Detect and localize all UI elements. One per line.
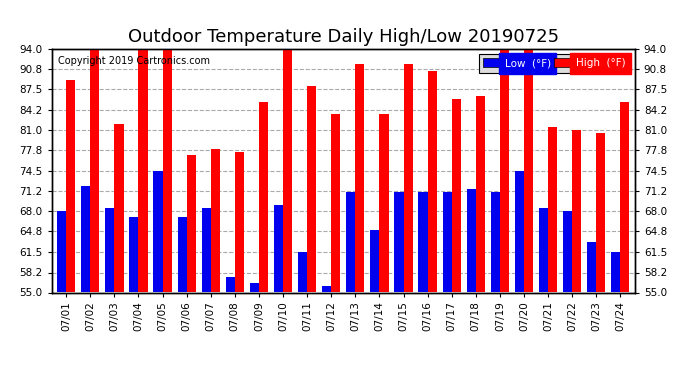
Bar (90, 49, 99, 292)
Bar (250, 283, 259, 292)
Bar (596, 133, 605, 292)
Bar (129, 217, 139, 292)
Bar (563, 211, 572, 292)
Bar (380, 114, 388, 292)
Bar (57, 211, 66, 292)
Bar (466, 189, 476, 292)
Bar (210, 149, 220, 292)
Bar (524, 49, 533, 292)
Bar (307, 86, 316, 292)
Title: Outdoor Temperature Daily High/Low 20190725: Outdoor Temperature Daily High/Low 20190… (128, 28, 559, 46)
Bar (283, 49, 292, 292)
Bar (572, 130, 581, 292)
Legend: Low  (°F), High  (°F): Low (°F), High (°F) (479, 54, 629, 72)
Bar (81, 186, 90, 292)
Bar (259, 102, 268, 292)
Bar (500, 49, 509, 292)
Bar (163, 49, 172, 292)
Bar (201, 208, 210, 292)
Bar (153, 171, 163, 292)
Bar (371, 230, 380, 292)
Bar (355, 64, 364, 292)
Bar (226, 277, 235, 292)
Bar (322, 286, 331, 292)
Bar (115, 124, 124, 292)
Bar (66, 80, 75, 292)
Bar (428, 70, 437, 292)
Bar (235, 152, 244, 292)
Bar (106, 208, 115, 292)
Bar (177, 217, 187, 292)
Bar (442, 192, 452, 292)
Bar (452, 99, 461, 292)
Bar (404, 64, 413, 292)
Bar (476, 96, 485, 292)
Bar (274, 205, 283, 292)
Bar (491, 192, 500, 292)
Bar (418, 192, 428, 292)
Text: Copyright 2019 Cartronics.com: Copyright 2019 Cartronics.com (57, 56, 210, 66)
Bar (139, 49, 148, 292)
Bar (620, 102, 629, 292)
Bar (346, 192, 355, 292)
Bar (298, 252, 307, 292)
Bar (187, 155, 196, 292)
Bar (539, 208, 548, 292)
Bar (331, 114, 340, 292)
Bar (548, 127, 558, 292)
Bar (395, 192, 404, 292)
Bar (515, 171, 524, 292)
Bar (587, 243, 596, 292)
Bar (611, 252, 620, 292)
